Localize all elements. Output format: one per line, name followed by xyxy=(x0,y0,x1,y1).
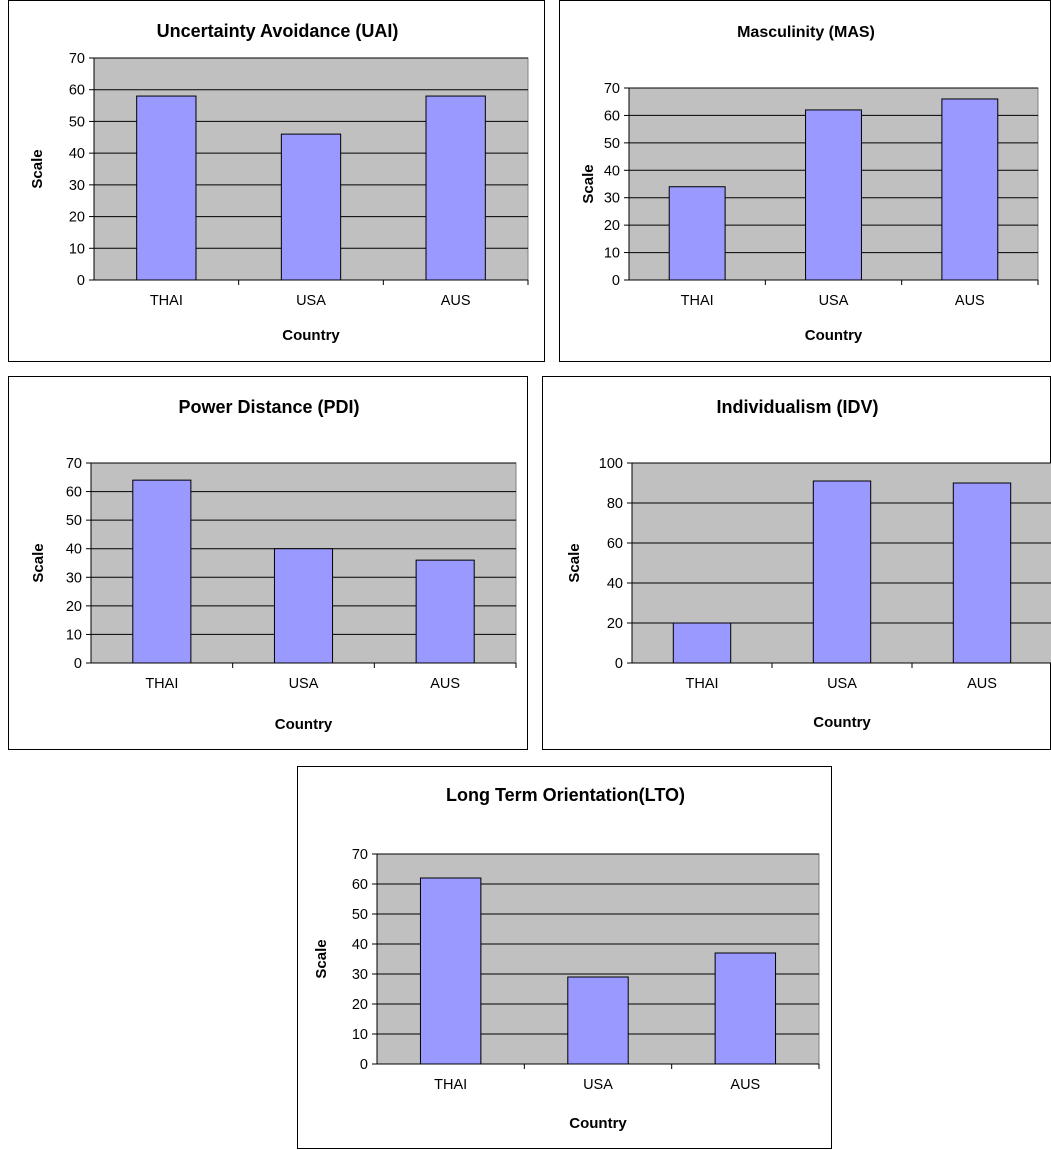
y-tick-label: 70 xyxy=(66,456,82,472)
chart-panel: 0 10 20 30 40 50 60 70 THAI USA AUS Uncertainty Avo… xyxy=(8,0,545,362)
chart-panel: 0 10 20 30 40 50 60 70 THAI USA AUS Long Term Orien… xyxy=(297,766,832,1149)
bar-chart: 0 20 40 60 80 100 THAI USA AUS Individualism (IDV… xyxy=(566,397,1051,731)
y-tick-label: 20 xyxy=(352,997,368,1013)
bar-chart: 0 10 20 30 40 50 60 70 THAI USA AUS Masculinity (MA… xyxy=(580,24,1039,344)
x-axis-title: Country xyxy=(805,327,863,344)
y-tick-label: 10 xyxy=(66,627,82,643)
x-tick-label: AUS xyxy=(430,676,460,692)
bar-aus xyxy=(415,559,475,664)
y-tick-label: 30 xyxy=(66,570,82,586)
x-axis-title: Country xyxy=(569,1115,627,1132)
x-axis-title: Country xyxy=(813,714,871,731)
x-tick-label: AUS xyxy=(730,1077,760,1093)
bar-chart: 0 10 20 30 40 50 60 70 THAI USA AUS Uncertainty Avo… xyxy=(29,21,529,344)
y-tick-label: 10 xyxy=(69,241,85,257)
y-tick-label: 70 xyxy=(604,81,620,97)
x-tick-label: USA xyxy=(819,293,849,309)
bar-usa xyxy=(812,480,872,664)
x-tick-label: AUS xyxy=(967,676,997,692)
y-tick-label: 50 xyxy=(66,513,82,529)
bar-aus xyxy=(425,95,486,281)
x-tick-label: USA xyxy=(827,676,857,692)
bar-thai xyxy=(132,479,192,664)
chart-title: Individualism (IDV) xyxy=(716,397,878,417)
y-tick-label: 0 xyxy=(612,273,620,289)
y-tick-label: 10 xyxy=(604,246,620,262)
y-tick-label: 50 xyxy=(352,907,368,923)
chart-title: Masculinity (MAS) xyxy=(737,24,875,41)
x-tick-label: USA xyxy=(289,676,319,692)
y-tick-label: 20 xyxy=(69,210,85,226)
bar-chart: 0 10 20 30 40 50 60 70 THAI USA AUS Power Distance … xyxy=(30,397,517,733)
y-tick-label: 20 xyxy=(66,599,82,615)
y-tick-label: 40 xyxy=(66,542,82,558)
y-tick-label: 0 xyxy=(74,656,82,672)
x-tick-label: USA xyxy=(583,1077,613,1093)
y-axis-title: Scale xyxy=(30,543,47,582)
y-tick-label: 100 xyxy=(599,456,623,472)
chart-title: Long Term Orientation(LTO) xyxy=(446,785,685,805)
y-tick-label: 0 xyxy=(77,273,85,289)
bar-thai xyxy=(136,95,197,281)
bar-usa xyxy=(567,976,629,1065)
chart-panel: 0 20 40 60 80 100 THAI USA AUS Individualism (IDV… xyxy=(542,376,1051,750)
bar-usa xyxy=(273,548,334,664)
x-tick-label: THAI xyxy=(145,676,178,692)
y-tick-label: 70 xyxy=(69,51,85,67)
y-tick-label: 10 xyxy=(352,1027,368,1043)
bar-usa xyxy=(280,133,342,281)
bar-thai xyxy=(419,877,482,1065)
y-tick-label: 30 xyxy=(352,967,368,983)
y-tick-label: 60 xyxy=(604,108,620,124)
x-tick-label: THAI xyxy=(434,1077,467,1093)
x-tick-label: THAI xyxy=(681,293,714,309)
y-tick-label: 60 xyxy=(352,877,368,893)
y-tick-label: 40 xyxy=(69,146,85,162)
chart-panel: 0 10 20 30 40 50 60 70 THAI USA AUS Power Distance … xyxy=(8,376,528,750)
y-axis-title: Scale xyxy=(566,543,583,582)
y-tick-label: 80 xyxy=(607,496,623,512)
x-tick-label: AUS xyxy=(441,293,471,309)
bar-thai xyxy=(672,622,732,664)
y-tick-label: 50 xyxy=(69,114,85,130)
bar-usa xyxy=(805,109,862,281)
y-tick-label: 40 xyxy=(352,937,368,953)
chart-panel: 0 10 20 30 40 50 60 70 THAI USA AUS Masculinity (MA… xyxy=(559,0,1051,362)
y-tick-label: 0 xyxy=(360,1057,368,1073)
y-tick-label: 30 xyxy=(69,178,85,194)
y-axis-title: Scale xyxy=(29,149,46,188)
y-tick-label: 40 xyxy=(604,163,620,179)
y-tick-label: 70 xyxy=(352,847,368,863)
y-tick-label: 60 xyxy=(607,536,623,552)
x-tick-label: THAI xyxy=(685,676,718,692)
y-tick-label: 20 xyxy=(604,218,620,234)
bar-aus xyxy=(952,482,1012,664)
y-tick-label: 40 xyxy=(607,576,623,592)
chart-title: Uncertainty Avoidance (UAI) xyxy=(157,21,399,41)
y-tick-label: 60 xyxy=(66,485,82,501)
bar-aus xyxy=(941,98,999,281)
y-axis-title: Scale xyxy=(313,939,330,978)
y-tick-label: 30 xyxy=(604,191,620,207)
y-tick-label: 50 xyxy=(604,136,620,152)
x-tick-label: USA xyxy=(296,293,326,309)
bar-aus xyxy=(714,952,777,1065)
y-tick-label: 0 xyxy=(615,656,623,672)
y-tick-label: 20 xyxy=(607,616,623,632)
x-axis-title: Country xyxy=(275,716,333,733)
x-tick-label: AUS xyxy=(955,293,985,309)
x-axis-title: Country xyxy=(282,327,340,344)
chart-title: Power Distance (PDI) xyxy=(178,397,359,417)
y-tick-label: 60 xyxy=(69,83,85,99)
x-tick-label: THAI xyxy=(150,293,183,309)
y-axis-title: Scale xyxy=(580,164,597,203)
bar-chart: 0 10 20 30 40 50 60 70 THAI USA AUS Long Term Orien… xyxy=(313,785,820,1132)
bar-thai xyxy=(668,186,726,281)
